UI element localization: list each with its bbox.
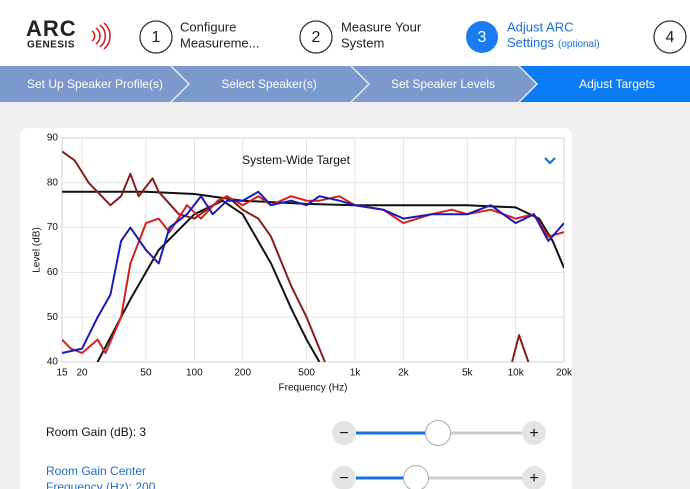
x-tick-label: 1k <box>350 368 362 379</box>
step-note: (optional) <box>558 39 600 50</box>
x-tick-label: 5k <box>462 368 474 379</box>
breadcrumb-label: Set Speaker Levels <box>391 77 495 91</box>
chart-title[interactable]: System-Wide Target <box>242 153 350 167</box>
breadcrumb-label: Set Up Speaker Profile(s) <box>27 77 163 91</box>
minus-button[interactable] <box>332 421 356 445</box>
step-number: 1 <box>152 29 161 46</box>
step-number: 4 <box>666 29 675 46</box>
series-line <box>62 190 564 354</box>
x-tick-label: 500 <box>298 368 315 379</box>
plus-button[interactable] <box>522 466 546 489</box>
x-tick-label: 200 <box>234 368 251 379</box>
series-line <box>96 199 321 362</box>
plus-label: + <box>529 425 538 442</box>
y-tick-label: 80 <box>47 177 59 188</box>
x-tick-label: 10k <box>508 368 525 379</box>
logo-sub: GENESIS <box>27 40 75 51</box>
breadcrumb-label: Adjust Targets <box>579 77 655 91</box>
step-circle[interactable] <box>653 20 687 54</box>
step-circle[interactable] <box>299 20 333 54</box>
step-label: Measure Your <box>341 19 422 34</box>
minus-label: − <box>339 470 348 487</box>
control-label: Room Gain (dB): 3 <box>46 425 146 439</box>
plot-area <box>61 137 565 363</box>
step-label: Adjust ARC <box>507 19 573 34</box>
control-label: Room Gain Center <box>46 464 146 478</box>
x-tick-label: 15 <box>56 368 68 379</box>
logo-waves <box>91 22 111 50</box>
x-tick-label: 20 <box>77 368 89 379</box>
step-label: Measureme... <box>180 35 259 50</box>
step-label: Configure <box>180 19 236 34</box>
x-tick-label: 50 <box>140 368 152 379</box>
x-tick-label: 100 <box>186 368 203 379</box>
x-axis-label: Frequency (Hz) <box>279 383 348 394</box>
breadcrumb-item[interactable] <box>352 66 536 102</box>
slider-thumb[interactable] <box>403 465 429 489</box>
header <box>0 0 690 66</box>
logo-name: ARC <box>26 16 77 41</box>
y-tick-label: 70 <box>47 222 59 233</box>
dropdown-chevron[interactable] <box>544 157 556 165</box>
series-line <box>62 150 530 362</box>
minus-button[interactable] <box>332 466 356 489</box>
minus-label: − <box>339 425 348 442</box>
y-tick-label: 60 <box>47 267 59 278</box>
lines <box>62 150 564 362</box>
step-number: 2 <box>312 29 321 46</box>
plus-label: + <box>529 470 538 487</box>
y-tick-label: 40 <box>47 357 59 368</box>
step-circle[interactable] <box>139 20 173 54</box>
y-tick-label: 90 <box>47 133 59 144</box>
x-tick-label: 2k <box>398 368 410 379</box>
step-number: 3 <box>478 29 487 46</box>
grid: 40 50 60 70 80 90 15 20 50 100 200 500 1k 2k 5k 10k 20k <box>47 133 573 379</box>
breadcrumb-item-active[interactable] <box>520 66 690 102</box>
step-label-main: Settings <box>507 35 554 50</box>
plus-button[interactable] <box>522 421 546 445</box>
breadcrumb-item[interactable] <box>172 66 368 102</box>
slider-thumb[interactable] <box>425 420 451 446</box>
breadcrumb-label: Select Speaker(s) <box>221 77 316 91</box>
step-label: System <box>341 35 384 50</box>
step-circle-active[interactable] <box>466 21 498 53</box>
step-label: Settings (optional) <box>507 35 600 50</box>
y-axis-label: Level (dB) <box>32 227 43 273</box>
x-tick-label: 20k <box>556 368 573 379</box>
y-tick-label: 50 <box>47 312 59 323</box>
breadcrumb-item[interactable] <box>0 66 188 102</box>
control-label: Frequency (Hz): 200 <box>46 480 156 489</box>
